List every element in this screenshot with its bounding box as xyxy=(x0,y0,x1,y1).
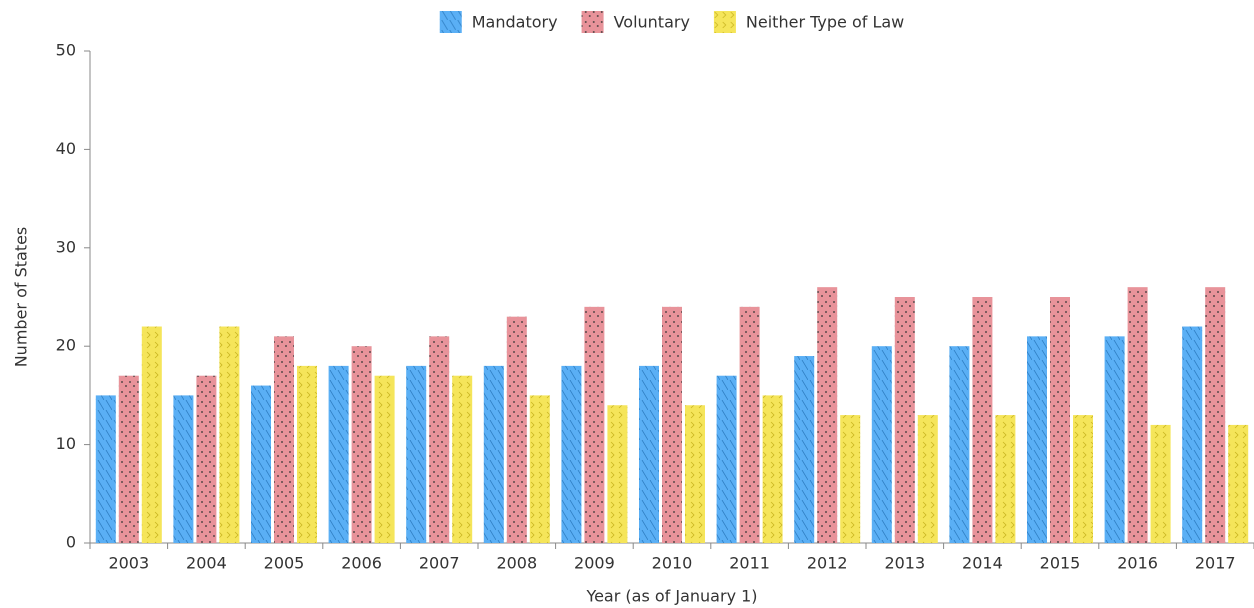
legend-item: Mandatory xyxy=(439,11,558,33)
bar xyxy=(219,326,240,543)
bar xyxy=(274,336,294,543)
bar xyxy=(529,395,550,543)
bar xyxy=(871,346,892,543)
bar xyxy=(972,297,993,543)
legend-label: Mandatory xyxy=(472,13,558,32)
bar xyxy=(141,326,162,543)
bar xyxy=(561,365,582,543)
bar xyxy=(840,415,861,543)
y-tick-label: 40 xyxy=(56,139,76,158)
bar xyxy=(794,356,815,543)
bar xyxy=(1027,336,1047,543)
x-tick-label: 2012 xyxy=(807,554,848,573)
legend-label: Voluntary xyxy=(614,13,690,32)
legend-swatch xyxy=(713,11,736,33)
bar xyxy=(406,365,427,543)
bar xyxy=(584,306,605,543)
bar xyxy=(1050,297,1070,543)
y-tick-label: 20 xyxy=(56,336,76,355)
bar xyxy=(1182,326,1203,543)
legend-item: Voluntary xyxy=(581,11,690,33)
bar xyxy=(95,395,116,543)
x-tick-label: 2014 xyxy=(962,554,1003,573)
x-tick-label: 2007 xyxy=(419,554,460,573)
bar xyxy=(374,375,395,543)
bar xyxy=(251,385,271,543)
x-tick-label: 2013 xyxy=(884,554,925,573)
x-tick-label: 2005 xyxy=(264,554,305,573)
x-tick-label: 2003 xyxy=(108,554,149,573)
x-tick-label: 2011 xyxy=(729,554,770,573)
legend-label: Neither Type of Law xyxy=(746,13,904,32)
x-tick-label: 2004 xyxy=(186,554,227,573)
bar xyxy=(328,365,349,543)
bar xyxy=(662,306,682,543)
bar xyxy=(452,375,473,543)
bar xyxy=(1150,424,1171,543)
y-tick-label: 10 xyxy=(56,434,76,453)
y-axis-label: Number of States xyxy=(12,227,31,368)
bar xyxy=(894,297,915,543)
bar xyxy=(1073,415,1093,543)
bar xyxy=(506,316,527,543)
x-tick-label: 2015 xyxy=(1040,554,1081,573)
bar xyxy=(639,365,659,543)
x-tick-label: 2010 xyxy=(652,554,693,573)
bar xyxy=(739,306,760,543)
bar xyxy=(297,365,317,543)
bar xyxy=(917,415,938,543)
bar xyxy=(817,287,838,543)
x-tick-label: 2006 xyxy=(341,554,382,573)
bar xyxy=(118,375,139,543)
bar xyxy=(1127,287,1148,543)
x-tick-label: 2009 xyxy=(574,554,615,573)
legend-swatch xyxy=(581,11,604,33)
bar xyxy=(1205,287,1226,543)
x-tick-label: 2008 xyxy=(496,554,537,573)
y-tick-label: 0 xyxy=(66,533,76,552)
bar xyxy=(995,415,1016,543)
bar xyxy=(483,365,504,543)
bar xyxy=(607,405,628,543)
legend: Mandatory Voluntary Neither Type of Law xyxy=(439,11,904,33)
bar xyxy=(685,405,705,543)
bar xyxy=(1104,336,1125,543)
bar xyxy=(949,346,970,543)
x-axis-label: Year (as of January 1) xyxy=(585,587,757,606)
legend-item: Neither Type of Law xyxy=(713,11,904,33)
bar xyxy=(173,395,194,543)
y-tick-label: 50 xyxy=(56,41,76,60)
bar xyxy=(1228,424,1249,543)
bar xyxy=(762,395,783,543)
bar xyxy=(351,346,372,543)
bar xyxy=(429,336,450,543)
bar xyxy=(716,375,737,543)
x-tick-label: 2016 xyxy=(1117,554,1158,573)
x-tick-label: 2017 xyxy=(1195,554,1236,573)
bar xyxy=(196,375,217,543)
y-tick-label: 30 xyxy=(56,237,76,256)
legend-swatch xyxy=(439,11,462,33)
